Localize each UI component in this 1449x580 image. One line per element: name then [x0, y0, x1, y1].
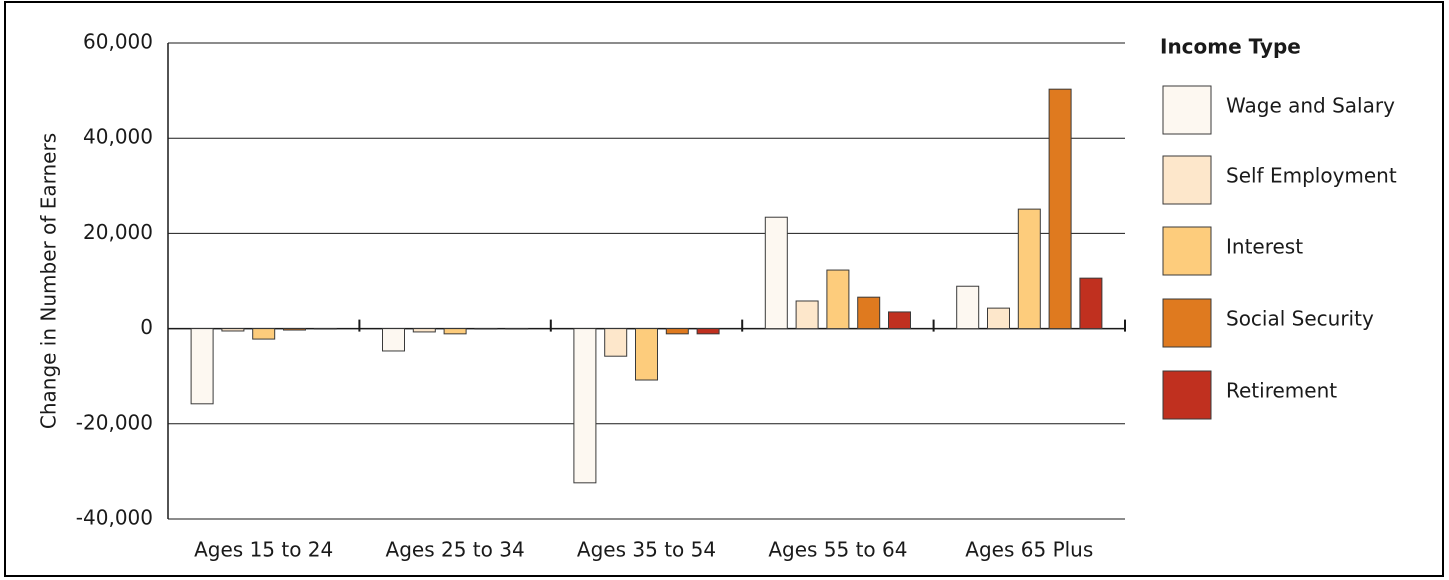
- bar: [1048, 88, 1072, 330]
- bar: [252, 328, 276, 340]
- bar: [382, 328, 405, 352]
- bar: [764, 216, 788, 330]
- x-tick-label: Ages 55 to 64: [768, 538, 907, 562]
- x-tick-label: Ages 65 Plus: [965, 538, 1093, 562]
- legend-label: Self Employment: [1226, 164, 1397, 188]
- legend-swatch: [1162, 155, 1212, 205]
- bar: [1017, 208, 1041, 330]
- y-tick-label: 20,000: [83, 220, 153, 244]
- bar: [795, 300, 819, 330]
- frame: [4, 1, 1444, 577]
- x-tick-label: Ages 25 to 34: [386, 538, 525, 562]
- legend-swatch: [1162, 298, 1212, 348]
- y-tick-label: 40,000: [83, 125, 153, 149]
- legend-label: Retirement: [1226, 379, 1337, 403]
- bar: [987, 307, 1010, 330]
- bar: [956, 285, 980, 330]
- bar: [696, 328, 720, 335]
- y-tick-label: -20,000: [76, 410, 153, 434]
- bar: [573, 328, 597, 484]
- legend-label: Interest: [1226, 235, 1303, 259]
- bar: [283, 328, 306, 331]
- legend-label: Wage and Salary: [1226, 94, 1395, 118]
- legend-swatch: [1162, 85, 1212, 135]
- y-axis-title: Change in Number of Earners: [37, 133, 61, 429]
- legend-title: Income Type: [1160, 35, 1301, 59]
- bar: [190, 328, 214, 405]
- bar: [635, 328, 658, 381]
- bar: [665, 328, 689, 335]
- y-tick-label: 0: [140, 315, 153, 339]
- bar: [604, 328, 628, 357]
- bar: [221, 328, 245, 332]
- bar: [888, 311, 911, 330]
- legend-swatch: [1162, 226, 1212, 276]
- y-tick-label: 60,000: [83, 30, 153, 54]
- y-tick-label: -40,000: [76, 506, 153, 530]
- bar: [412, 328, 436, 333]
- bar: [443, 328, 467, 335]
- legend-label: Social Security: [1226, 307, 1374, 331]
- bar: [857, 296, 881, 330]
- x-tick-label: Ages 15 to 24: [194, 538, 333, 562]
- bar: [826, 269, 850, 330]
- x-tick-label: Ages 35 to 54: [577, 538, 716, 562]
- legend-swatch: [1162, 370, 1212, 420]
- bar: [1079, 277, 1103, 330]
